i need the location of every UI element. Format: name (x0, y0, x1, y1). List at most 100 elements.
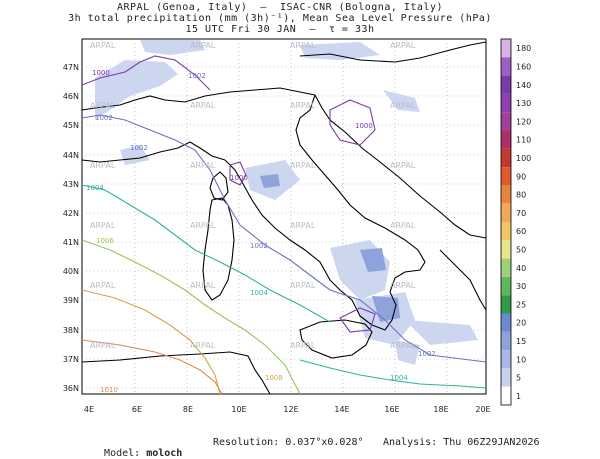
svg-text:37N: 37N (63, 355, 79, 364)
coastlines (81, 41, 487, 395)
analysis-info: Analysis: Thu 06Z29JAN2026 (383, 437, 540, 448)
header-subtitle: 3h total precipitation (mm (3h)⁻¹), Mean… (68, 13, 492, 24)
svg-text:ARPAL: ARPAL (290, 221, 316, 230)
isobar-label: 1002 (250, 242, 268, 250)
precipitation-colorbar: 1510152025304050607080901001101201301401… (500, 38, 531, 406)
colorbar-tick-label: 120 (516, 117, 531, 126)
colorbar-swatch (501, 130, 511, 149)
svg-text:ARPAL: ARPAL (190, 41, 216, 50)
isobar-label: 1008 (265, 374, 283, 382)
header-title: ARPAL (Genoa, Italy) – ISAC-CNR (Bologna… (116, 2, 444, 13)
colorbar-frame (500, 38, 512, 406)
svg-text:ARPAL: ARPAL (190, 221, 216, 230)
svg-text:ARPAL: ARPAL (390, 101, 416, 110)
svg-text:40N: 40N (63, 267, 79, 276)
svg-text:ARPAL: ARPAL (190, 161, 216, 170)
svg-text:ARPAL: ARPAL (290, 161, 316, 170)
header-time: 15 UTC Fri 30 JAN – τ = 33h (185, 24, 375, 35)
svg-text:46N: 46N (63, 92, 79, 101)
colorbar-tick-label: 5 (516, 374, 521, 383)
svg-text:20E: 20E (475, 405, 490, 414)
colorbar-swatch (501, 368, 511, 387)
svg-text:ARPAL: ARPAL (90, 281, 116, 290)
latitude-labels: 47N 46N 45N 44N 43N 42N 41N 40N 39N 38N … (63, 63, 79, 393)
svg-text:ARPAL: ARPAL (390, 281, 416, 290)
svg-text:ARPAL: ARPAL (90, 341, 116, 350)
colorbar-tick-label: 140 (516, 81, 531, 90)
isobar-label: 1004 (250, 289, 268, 297)
svg-text:43N: 43N (63, 180, 79, 189)
colorbar-tick-label: 100 (516, 154, 531, 163)
svg-text:8E: 8E (183, 405, 193, 414)
svg-text:ARPAL: ARPAL (290, 101, 316, 110)
colorbar-tick-label: 10 (516, 355, 526, 364)
svg-text:39N: 39N (63, 296, 79, 305)
svg-text:47N: 47N (63, 63, 79, 72)
svg-text:ARPAL: ARPAL (390, 221, 416, 230)
svg-text:ARPAL: ARPAL (190, 281, 216, 290)
svg-text:ARPAL: ARPAL (290, 281, 316, 290)
colorbar-swatch (501, 75, 511, 94)
isobar-label: 1002 (418, 350, 436, 358)
colorbar-swatch (501, 222, 511, 241)
svg-text:16E: 16E (384, 405, 399, 414)
colorbar-swatch (501, 276, 511, 296)
colorbar-tick-label: 30 (516, 282, 526, 291)
model-info: Model: moloch (92, 437, 182, 459)
svg-text:18E: 18E (433, 405, 448, 414)
colorbar-tick-label: 25 (516, 300, 526, 309)
colorbar-swatch (501, 386, 511, 405)
svg-text:ARPAL: ARPAL (390, 341, 416, 350)
colorbar-swatch (501, 295, 511, 314)
colorbar-tick-label: 160 (516, 62, 531, 71)
svg-text:12E: 12E (283, 405, 298, 414)
svg-text:ARPAL: ARPAL (290, 41, 316, 50)
svg-text:45N: 45N (63, 121, 79, 130)
colorbar-swatch (501, 240, 511, 259)
isobar-labels: 1000 1000 1000 1002 1002 1002 1002 1002 … (86, 69, 436, 394)
svg-text:38N: 38N (63, 326, 79, 335)
isobar-label: 1000 (230, 174, 248, 182)
svg-text:ARPAL: ARPAL (390, 41, 416, 50)
colorbar-swatch (501, 203, 511, 222)
colorbar-tick-label: 50 (516, 245, 526, 254)
colorbar-tick-label: 90 (516, 172, 526, 181)
colorbar-swatch (501, 313, 511, 332)
longitude-labels: 4E 6E 8E 10E 12E 14E 16E 18E 20E (84, 405, 491, 414)
colorbar-tick-label: 60 (516, 227, 526, 236)
colorbar-tick-label: 180 (516, 44, 531, 53)
isobar-label: 1006 (96, 237, 114, 245)
svg-text:14E: 14E (334, 405, 349, 414)
isobar-label: 1000 (92, 69, 110, 77)
isobar-label: 1004 (390, 374, 408, 382)
isobar-label: 1010 (100, 386, 118, 394)
svg-text:ARPAL: ARPAL (190, 101, 216, 110)
colorbar-tick-label: 80 (516, 191, 526, 200)
watermarks: ARPAL ARPAL ARPAL ARPAL ARPAL ARPAL ARPAL AR… (90, 41, 416, 350)
svg-text:41N: 41N (63, 238, 79, 247)
colorbar-swatch (501, 148, 511, 168)
colorbar-tick-label: 1 (516, 392, 521, 401)
colorbar-swatch (501, 167, 511, 186)
colorbar-swatch (501, 112, 511, 131)
isobar-label: 1002 (188, 72, 206, 80)
map-frame (81, 38, 487, 395)
colorbar-swatch (501, 350, 511, 369)
svg-text:36N: 36N (63, 384, 79, 393)
isobars (81, 55, 487, 395)
colorbar-tick-label: 70 (516, 209, 526, 218)
colorbar-swatch (501, 258, 511, 277)
colorbar-swatch (501, 185, 511, 204)
svg-text:ARPAL: ARPAL (90, 161, 116, 170)
isobar-label: 1000 (355, 122, 373, 130)
isobar-label: 1002 (130, 144, 148, 152)
resolution-info: Resolution: 0.037°x0.028° (213, 437, 364, 448)
svg-text:4E: 4E (84, 405, 94, 414)
svg-text:44N: 44N (63, 151, 79, 160)
colorbar-tick-label: 20 (516, 319, 526, 328)
colorbar-swatch (501, 331, 511, 351)
svg-text:ARPAL: ARPAL (190, 341, 216, 350)
colorbar-tick-label: 130 (516, 99, 531, 108)
colorbar-tick-label: 15 (516, 337, 526, 346)
